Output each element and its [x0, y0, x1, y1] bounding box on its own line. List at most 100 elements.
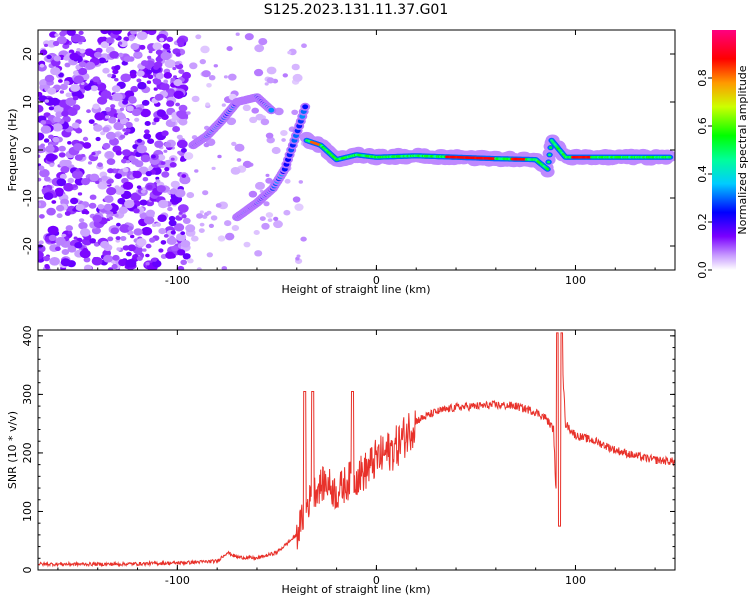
heatmap-noise-cell [145, 69, 153, 75]
heatmap-noise-cell [181, 174, 187, 178]
heatmap-noise-cell [174, 223, 185, 232]
heatmap-noise-cell [282, 73, 288, 78]
heatmap-noise-cell [254, 68, 264, 77]
snr-plot-area [38, 332, 675, 568]
heatmap-noise-cell [116, 112, 126, 120]
heatmap-noise-cell [199, 222, 205, 227]
heatmap-noise-cell [166, 36, 174, 42]
heatmap-noise-cell [76, 48, 81, 52]
heatmap-noise-cell [236, 158, 242, 162]
heatmap-noise-cell [126, 160, 130, 164]
heatmap-noise-cell [249, 116, 258, 124]
heatmap-noise-cell [92, 214, 102, 223]
heatmap-noise-cell [66, 30, 76, 36]
heatmap-noise-cell [231, 141, 237, 146]
heatmap-noise-cell [125, 259, 137, 268]
heatmap-noise-cell [107, 267, 114, 270]
heatmap-noise-cell [122, 128, 127, 132]
heatmap-noise-cell [168, 219, 177, 227]
heatmap-noise-cell [175, 233, 187, 242]
heatmap-noise-cell [72, 170, 83, 180]
spectrogram-xlabel: Height of straight line (km) [281, 283, 430, 296]
heatmap-noise-cell [100, 240, 110, 249]
heatmap-noise-cell [70, 33, 82, 43]
heatmap-noise-cell [164, 142, 172, 148]
heatmap-noise-cell [46, 207, 56, 216]
heatmap-noise-cell [100, 131, 106, 136]
heatmap-noise-cell [124, 199, 135, 209]
heatmap-noise-cell [180, 259, 187, 265]
heatmap-noise-cell [78, 218, 85, 223]
heatmap-noise-cell [231, 225, 240, 231]
heatmap-noise-cell [159, 37, 165, 42]
heatmap-noise-cell [210, 215, 218, 221]
heatmap-noise-cell [199, 59, 206, 65]
heatmap-noise-cell [117, 197, 126, 205]
heatmap-noise-cell [151, 154, 156, 159]
heatmap-noise-cell [67, 177, 75, 184]
heatmap-noise-cell [71, 122, 80, 129]
heatmap-noise-cell [178, 69, 185, 74]
heatmap-noise-cell [152, 42, 163, 51]
heatmap-noise-cell [186, 111, 191, 115]
heatmap-noise-cell [226, 46, 233, 52]
heatmap-noise-cell [217, 235, 226, 242]
heatmap-noise-cell [130, 30, 137, 35]
heatmap-noise-cell [125, 121, 133, 128]
heatmap-noise-cell [79, 48, 86, 54]
heatmap-noise-cell [44, 74, 55, 83]
heatmap-noise-cell [91, 256, 103, 266]
heatmap-noise-cell [120, 73, 131, 83]
heatmap-noise-cell [52, 136, 60, 143]
heatmap-noise-cell [44, 99, 49, 103]
snr-panel: -100 0 100 0 100 200 300 400 Height of straight… [6, 325, 676, 596]
heatmap-noise-cell [94, 112, 105, 121]
heatmap-noise-cell [243, 241, 251, 248]
heatmap-noise-cell [131, 108, 141, 117]
heatmap-noise-cell [81, 210, 86, 215]
heatmap-noise-cell [291, 63, 300, 71]
heatmap-noise-cell [40, 143, 45, 148]
heatmap-noise-cell [251, 107, 259, 114]
heatmap-noise-cell [38, 132, 45, 141]
heatmap-noise-cell [133, 208, 140, 214]
heatmap-noise-cell [228, 73, 237, 81]
heatmap-noise-cell [300, 236, 307, 242]
heatmap-noise-cell [63, 80, 70, 86]
heatmap-noise-cell [73, 236, 78, 240]
heatmap-noise-cell [122, 181, 134, 190]
heatmap-noise-cell [51, 200, 57, 204]
figure-title: S125.2023.131.11.37.G01 [264, 2, 449, 18]
heatmap-noise-cell [174, 61, 180, 66]
heatmap-trace-core [546, 167, 550, 171]
snr-ytick-label: 0 [21, 567, 34, 574]
heatmap-noise-cell [199, 210, 204, 214]
heatmap-noise-cell [107, 168, 114, 174]
heatmap-noise-cell [81, 178, 90, 186]
heatmap-noise-cell [180, 231, 186, 236]
spectrogram-ytick-label: -20 [21, 237, 34, 255]
heatmap-noise-cell [130, 158, 140, 165]
heatmap-noise-cell [87, 161, 93, 165]
heatmap-noise-cell [108, 117, 117, 124]
heatmap-noise-cell [255, 181, 265, 190]
heatmap-noise-cell [235, 32, 240, 36]
heatmap-noise-cell [56, 36, 67, 45]
colorbar-ticks: 0.0 0.2 0.4 0.6 0.8 [696, 69, 712, 279]
heatmap-noise-cell [142, 248, 147, 252]
heatmap-noise-cell [78, 222, 88, 230]
heatmap-noise-cell [155, 222, 161, 227]
colorbar-gradient [712, 30, 736, 270]
heatmap-noise-cell [140, 108, 151, 118]
snr-ytick-label: 300 [21, 384, 34, 405]
heatmap-noise-cell [141, 60, 149, 67]
heatmap-noise-cell [56, 213, 63, 219]
heatmap-noise-cell [54, 187, 64, 195]
heatmap-noise-cell [53, 55, 62, 62]
heatmap-noise-cell [55, 237, 66, 246]
heatmap-noise-cell [48, 106, 55, 111]
heatmap-noise-cell [146, 80, 152, 84]
heatmap-noise-cell [67, 245, 77, 253]
heatmap-noise-cell [104, 115, 110, 119]
